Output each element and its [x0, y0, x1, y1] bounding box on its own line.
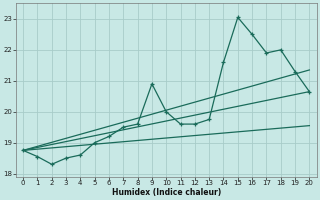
X-axis label: Humidex (Indice chaleur): Humidex (Indice chaleur): [112, 188, 221, 197]
